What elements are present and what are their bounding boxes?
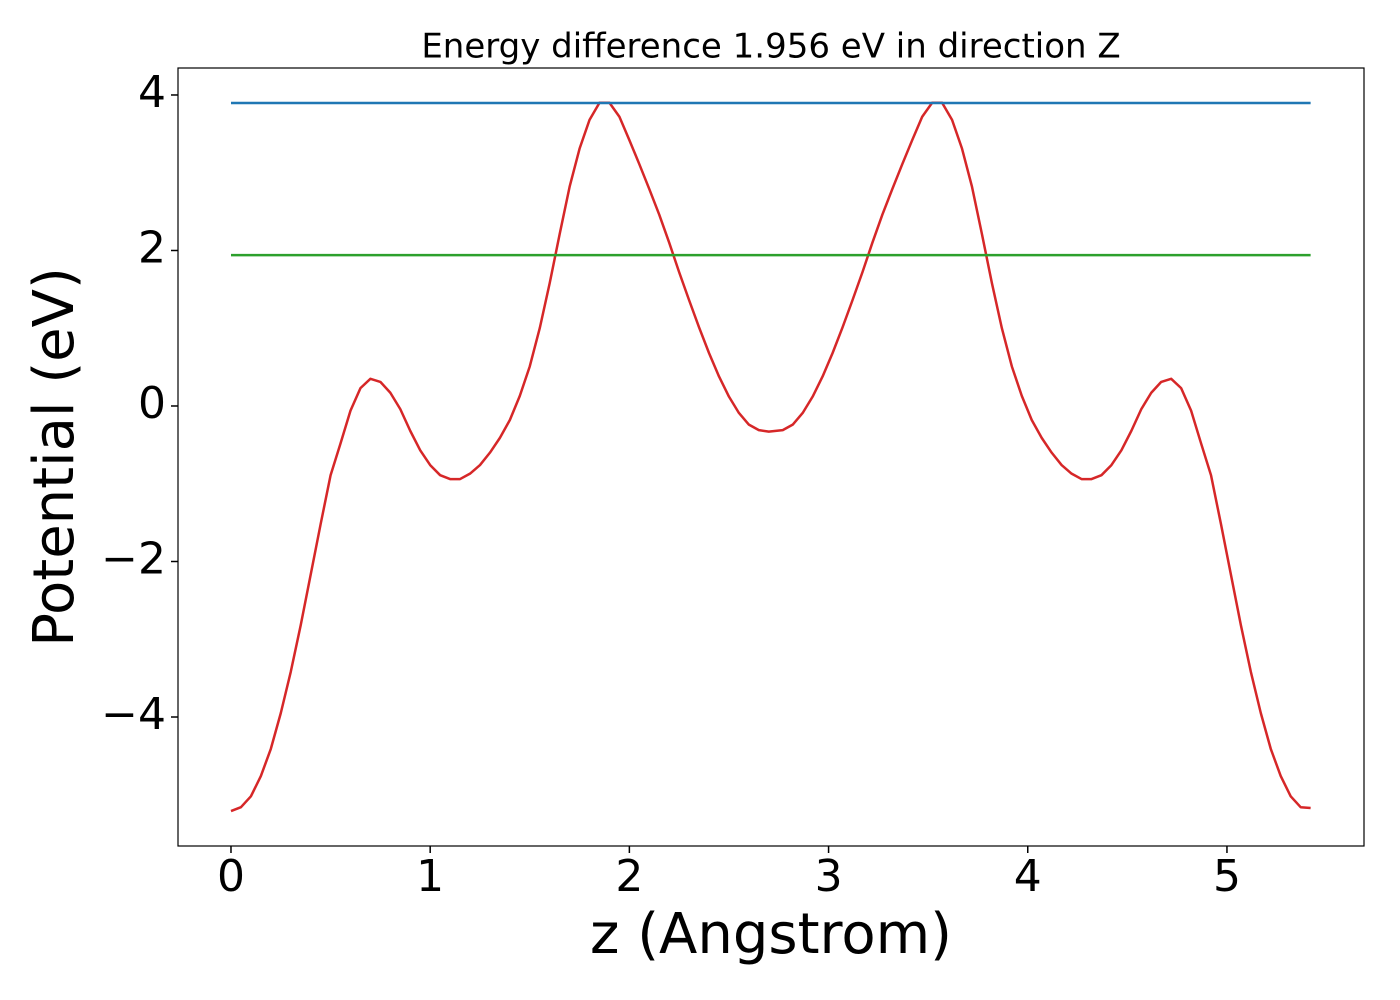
y-tick-label: −2 [101, 534, 166, 585]
plot-frame [177, 67, 1365, 847]
y-tick-label: −4 [101, 689, 166, 740]
y-tick-label: 4 [138, 67, 166, 118]
x-tick-label: 0 [217, 851, 245, 902]
x-tick-label: 5 [1213, 851, 1241, 902]
x-tick-label: 2 [615, 851, 643, 902]
x-tick-label: 4 [1014, 851, 1042, 902]
y-axis-label: Potential (eV) [22, 267, 87, 647]
y-tick-label: 0 [138, 378, 166, 429]
x-tick-label: 3 [815, 851, 843, 902]
chart-title: Energy difference 1.956 eV in direction … [421, 27, 1120, 67]
x-tick-label: 1 [416, 851, 444, 902]
y-tick-label: 2 [138, 222, 166, 273]
x-axis-label: z (Angstrom) [590, 902, 952, 967]
data-line [230, 101, 1311, 813]
